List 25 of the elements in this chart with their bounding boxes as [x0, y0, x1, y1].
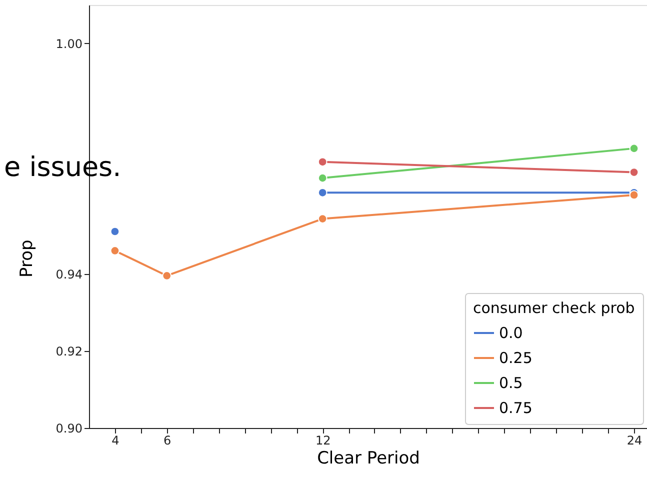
x-tick-label: 12	[315, 434, 331, 448]
legend-label: 0.75	[499, 399, 532, 417]
point	[318, 214, 328, 224]
y-tick-label: 0.92	[56, 344, 82, 359]
point	[110, 246, 120, 256]
x-tick-label: 6	[164, 434, 172, 448]
x-tick-label: 4	[112, 434, 120, 448]
point	[629, 190, 639, 200]
y-tick-label: 1.00	[56, 36, 82, 51]
point	[318, 157, 328, 167]
x-axis-title: Clear Period	[317, 448, 420, 468]
point	[318, 188, 328, 198]
x-tick-label: 24	[626, 434, 642, 448]
legend-title: consumer check prob	[473, 299, 635, 317]
point	[629, 168, 639, 177]
y-tick-label: 0.90	[56, 422, 82, 436]
y-axis-title: Prop	[16, 240, 37, 278]
legend-label: 0.25	[499, 349, 532, 367]
legend-label: 0.5	[499, 374, 523, 392]
y-tick-label: 0.94	[56, 268, 82, 282]
point	[110, 226, 120, 236]
point	[629, 144, 639, 154]
legend-label: 0.0	[499, 324, 523, 342]
point	[162, 271, 172, 280]
point	[318, 173, 328, 183]
